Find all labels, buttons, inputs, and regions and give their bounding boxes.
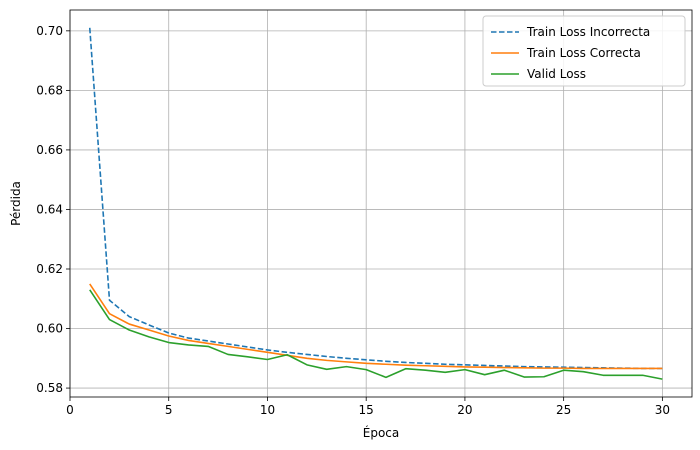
y-tick-label: 0.70 bbox=[36, 24, 63, 38]
plot-frame bbox=[69, 9, 693, 398]
y-axis-label: Pérdida bbox=[9, 181, 23, 226]
x-tick-label: 5 bbox=[165, 403, 173, 417]
y-tick-label: 0.60 bbox=[36, 322, 63, 336]
x-axis-ticks: 0 5 10 15 20 25 30 bbox=[66, 397, 670, 417]
y-tick-label: 0.62 bbox=[36, 262, 63, 276]
legend-label-1: Train Loss Correcta bbox=[526, 46, 641, 60]
series-line-1 bbox=[89, 283, 663, 370]
x-tick-label: 20 bbox=[457, 403, 472, 417]
legend-box bbox=[482, 15, 686, 87]
y-tick-label: 0.64 bbox=[36, 202, 63, 216]
y-tick-label: 0.68 bbox=[36, 83, 63, 97]
y-tick-label: 0.58 bbox=[36, 381, 63, 395]
y-tick-label: 0.66 bbox=[36, 143, 63, 157]
x-axis-label: Época bbox=[363, 425, 400, 440]
series-group bbox=[88, 27, 663, 380]
y-axis-ticks: 0.58 0.60 0.62 0.64 0.66 0.68 0.70 bbox=[36, 24, 70, 395]
x-tick-label: 10 bbox=[260, 403, 275, 417]
x-tick-label: 15 bbox=[359, 403, 374, 417]
x-tick-label: 25 bbox=[556, 403, 571, 417]
x-tick-label: 0 bbox=[66, 403, 74, 417]
legend-label-2: Valid Loss bbox=[527, 67, 586, 81]
legend-label-0: Train Loss Incorrecta bbox=[526, 25, 650, 39]
legend: Train Loss Incorrecta Train Loss Correcta… bbox=[482, 15, 686, 87]
x-tick-label: 30 bbox=[655, 403, 670, 417]
series-line-2 bbox=[89, 289, 663, 380]
